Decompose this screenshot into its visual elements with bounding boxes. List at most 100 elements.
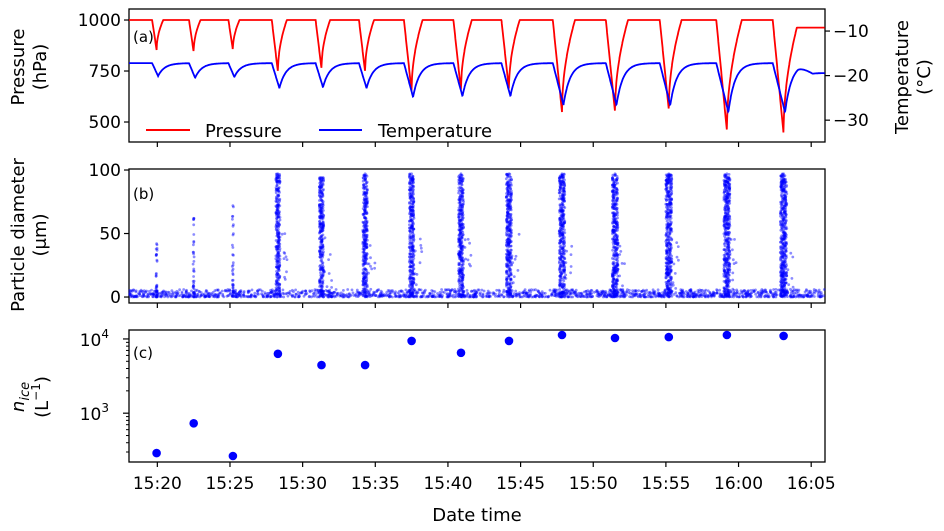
- scatter-point: [275, 180, 279, 184]
- scatter-point: [697, 290, 701, 293]
- scatter-point: [334, 288, 338, 291]
- scatter-point: [155, 294, 159, 298]
- scatter-point: [630, 292, 634, 296]
- scatter-point: [453, 295, 457, 299]
- scatter-point: [505, 290, 509, 293]
- scatter-point: [296, 290, 300, 294]
- scatter-point: [599, 291, 603, 295]
- scatter-point: [153, 292, 156, 296]
- scatter-point: [432, 293, 436, 296]
- scatter-point: [631, 291, 635, 295]
- scatter-point: [461, 291, 465, 295]
- scatter-point: [411, 259, 415, 263]
- scatter-point: [474, 292, 478, 296]
- scatter-point: [462, 294, 466, 298]
- scatter-point: [468, 294, 472, 297]
- scatter-point: [457, 186, 461, 190]
- scatter-point: [459, 293, 463, 297]
- scatter-point: [563, 244, 566, 248]
- scatter-point: [461, 290, 465, 294]
- scatter-point: [322, 292, 325, 296]
- scatter-point: [589, 292, 593, 295]
- scatter-point: [481, 295, 485, 299]
- scatter-point: [343, 293, 346, 297]
- scatter-point: [538, 295, 541, 298]
- scatter-point: [440, 295, 444, 299]
- scatter-point: [613, 255, 617, 258]
- scatter-point: [236, 295, 239, 299]
- scatter-point: [278, 283, 281, 286]
- scatter-point: [619, 288, 623, 292]
- scatter-point: [706, 295, 710, 299]
- scatter-point: [626, 288, 629, 291]
- scatter-point: [446, 288, 449, 292]
- scatter-point: [319, 291, 323, 295]
- scatter-point: [408, 279, 412, 283]
- scatter-point: [362, 176, 365, 180]
- scatter-point: [274, 293, 278, 296]
- scatter-point: [509, 187, 513, 191]
- scatter-point: [411, 295, 415, 298]
- scatter-point: [615, 292, 618, 296]
- scatter-point: [763, 295, 766, 298]
- scatter-point: [505, 295, 509, 298]
- scatter-point: [320, 212, 323, 216]
- scatter-point: [560, 206, 563, 210]
- scatter-point: [338, 294, 342, 298]
- scatter-point: [355, 288, 359, 292]
- scatter-point: [275, 260, 279, 264]
- scatter-point: [590, 292, 594, 295]
- scatter-point: [615, 291, 618, 294]
- scatter-point: [579, 295, 583, 299]
- scatter-point: [459, 266, 463, 270]
- scatter-point: [804, 293, 808, 297]
- scatter-point: [563, 293, 566, 297]
- scatter-point: [763, 295, 767, 299]
- scatter-point: [470, 290, 473, 293]
- scatter-point: [418, 237, 422, 241]
- scatter-point: [370, 293, 373, 297]
- scatter-point: [559, 227, 562, 230]
- scatter-point: [744, 295, 748, 299]
- scatter-point: [468, 262, 471, 266]
- scatter-point: [305, 292, 309, 295]
- scatter-point: [385, 293, 388, 297]
- scatter-point: [365, 274, 369, 278]
- scatter-point: [665, 223, 669, 226]
- scatter-point: [382, 294, 385, 297]
- scatter-point: [550, 293, 553, 297]
- scatter-point: [132, 289, 136, 292]
- scatter-point: [275, 253, 279, 256]
- scatter-point: [612, 295, 616, 299]
- scatter-point: [667, 294, 670, 298]
- scatter-point: [704, 288, 708, 292]
- scatter-point: [782, 289, 785, 292]
- scatter-point: [727, 291, 731, 295]
- scatter-point: [687, 295, 690, 299]
- scatter-point: [210, 293, 214, 296]
- scatter-point: [266, 295, 269, 299]
- scatter-point: [506, 294, 510, 297]
- scatter-point: [280, 232, 284, 236]
- scatter-point: [803, 290, 807, 294]
- scatter-point: [654, 295, 658, 299]
- scatter-point: [379, 291, 383, 295]
- scatter-point: [329, 291, 333, 295]
- scatter-point: [412, 239, 415, 243]
- scatter-point: [437, 293, 441, 297]
- scatter-point: [279, 293, 282, 297]
- scatter-point: [538, 291, 542, 295]
- scatter-point: [411, 214, 415, 218]
- scatter-point: [275, 203, 279, 207]
- scatter-point: [577, 291, 581, 295]
- scatter-point: [130, 294, 134, 298]
- scatter-point: [322, 188, 325, 191]
- scatter-point: [447, 294, 451, 297]
- scatter-point: [269, 291, 272, 294]
- scatter-point: [710, 293, 713, 297]
- scatter-point: [238, 289, 242, 293]
- scatter-point: [212, 295, 216, 298]
- scatter-point: [553, 290, 557, 293]
- scatter-point: [567, 295, 570, 299]
- scatter-point: [388, 289, 391, 293]
